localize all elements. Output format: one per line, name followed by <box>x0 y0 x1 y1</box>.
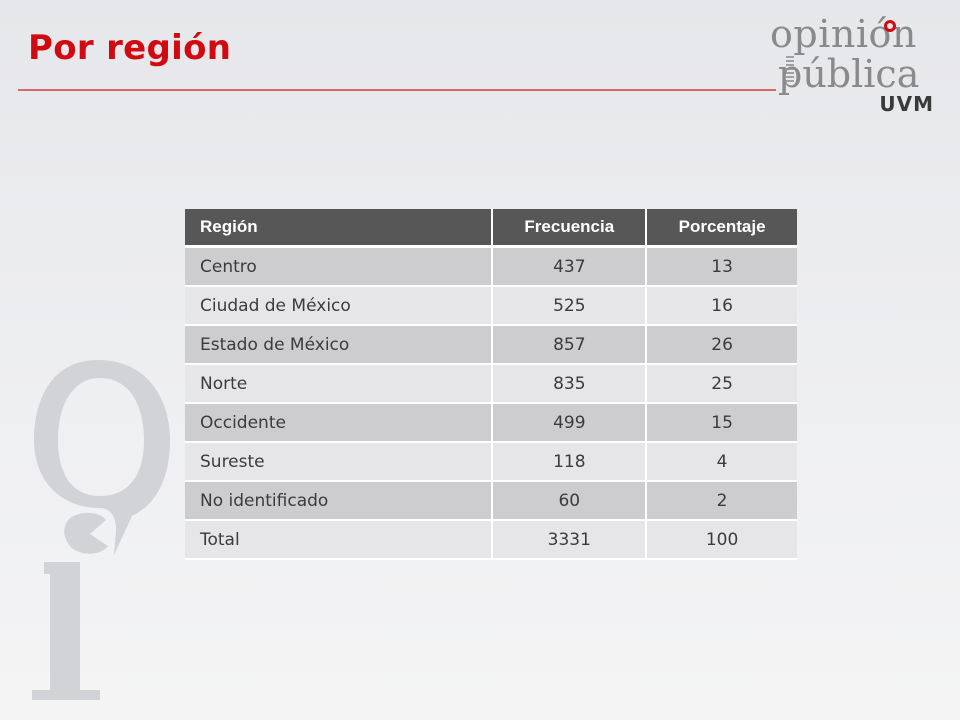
cell-frecuencia: 118 <box>491 443 646 482</box>
cell-frecuencia: 835 <box>491 365 646 404</box>
cell-frecuencia: 60 <box>491 482 646 521</box>
cell-region: Estado de México <box>185 326 492 365</box>
cell-region: Sureste <box>185 443 492 482</box>
table-row-total: Total 3331 100 <box>185 521 797 560</box>
cell-region: Ciudad de México <box>185 287 492 326</box>
cell-region: Total <box>185 521 492 560</box>
cell-frecuencia: 857 <box>491 326 646 365</box>
opinion-publica-watermark-icon <box>32 360 170 700</box>
table-row: Estado de México 857 26 <box>185 326 797 365</box>
logo-opinion-text: opinión <box>770 12 917 56</box>
region-table: Región Frecuencia Porcentaje Centro 437 … <box>185 209 797 560</box>
logo-vertical-text-icon <box>786 56 794 82</box>
table-row: Occidente 499 15 <box>185 404 797 443</box>
cell-frecuencia: 525 <box>491 287 646 326</box>
cell-region: Norte <box>185 365 492 404</box>
logo-publica-text: pública <box>778 52 920 96</box>
logo-uvm-text: UVM <box>879 92 934 116</box>
cell-porcentaje: 13 <box>645 248 797 287</box>
cell-frecuencia: 3331 <box>491 521 646 560</box>
cell-frecuencia: 437 <box>491 248 646 287</box>
cell-porcentaje: 25 <box>645 365 797 404</box>
slide-title: Por región <box>28 28 232 68</box>
table-row: Centro 437 13 <box>185 248 797 287</box>
cell-porcentaje: 100 <box>645 521 797 560</box>
cell-region: Occidente <box>185 404 492 443</box>
cell-frecuencia: 499 <box>491 404 646 443</box>
table-row: No identificado 60 2 <box>185 482 797 521</box>
cell-porcentaje: 15 <box>645 404 797 443</box>
cell-porcentaje: 26 <box>645 326 797 365</box>
table-row: Sureste 118 4 <box>185 443 797 482</box>
cell-region: No identificado <box>185 482 492 521</box>
header-porcentaje: Porcentaje <box>645 209 797 248</box>
opinion-publica-uvm-logo: opinión pública UVM <box>766 12 946 116</box>
region-table-container: Región Frecuencia Porcentaje Centro 437 … <box>185 209 797 560</box>
header-region: Región <box>185 209 492 248</box>
table-row: Ciudad de México 525 16 <box>185 287 797 326</box>
cell-porcentaje: 16 <box>645 287 797 326</box>
cell-region: Centro <box>185 248 492 287</box>
logo-accent-icon <box>884 20 896 32</box>
title-divider <box>18 89 776 91</box>
table-header-row: Región Frecuencia Porcentaje <box>185 209 797 248</box>
cell-porcentaje: 4 <box>645 443 797 482</box>
table-row: Norte 835 25 <box>185 365 797 404</box>
cell-porcentaje: 2 <box>645 482 797 521</box>
header-frecuencia: Frecuencia <box>491 209 646 248</box>
